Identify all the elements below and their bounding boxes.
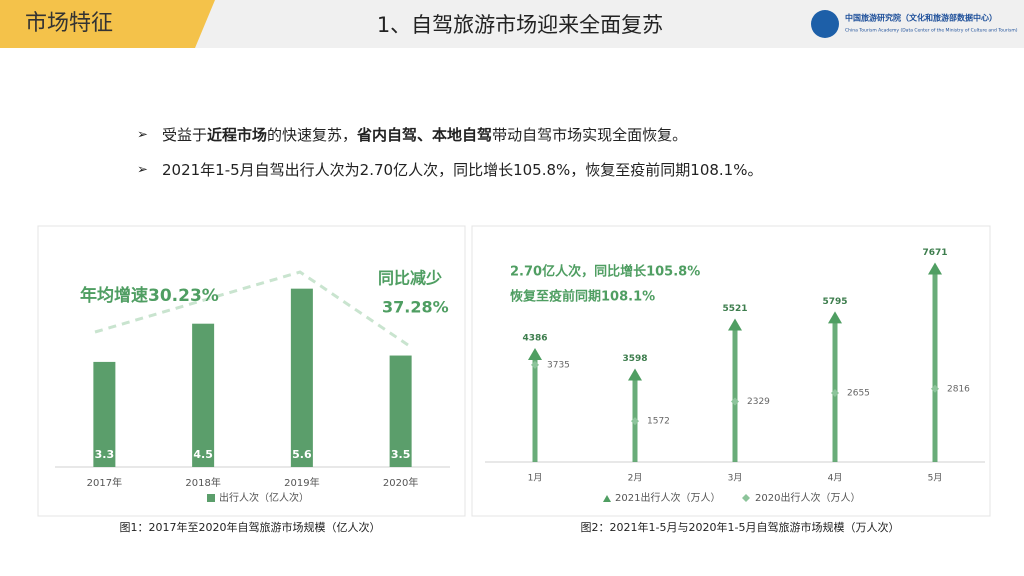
annotation: 恢复至疫前同期108.1% (510, 289, 655, 305)
caption: 图2：2021年1-5月与2020年1-5月自驾旅游市场规模（万人次） (581, 520, 900, 534)
bullet-marker: ➢ (137, 163, 148, 178)
bar (389, 355, 412, 467)
panel-2 (471, 225, 991, 517)
x-tick-label: 2018年 (185, 476, 220, 489)
value-label: 2816 (947, 384, 970, 394)
x-tick-label: 1月 (528, 473, 543, 484)
value-label: 4.5 (193, 448, 213, 461)
bullet: 受益于近程市场的快速复苏，省内自驾、本地自驾带动自驾市场实现全面恢复。 (162, 126, 687, 144)
annotation: 2.70亿人次，同比增长105.8% (510, 264, 700, 280)
x-tick-label: 2020年 (383, 476, 418, 489)
section-tab (0, 0, 215, 48)
caption: 图1：2017年至2020年自驾旅游市场规模（亿人次） (120, 520, 381, 534)
value-label: 7671 (922, 248, 947, 258)
legend-swatch (742, 494, 750, 502)
section: 市场特征 (25, 11, 113, 36)
marker (931, 384, 939, 393)
legend-swatch (603, 495, 611, 502)
value-label: 5795 (822, 297, 847, 307)
bar (290, 288, 313, 467)
title: 1、自驾旅游市场迎来全面复苏 (377, 13, 663, 37)
marker (531, 360, 539, 369)
logo-text: 中国旅游研究院（文化和旅游部数据中心） (845, 13, 997, 23)
annotation: 37.28% (382, 298, 449, 317)
value-label: 2329 (747, 397, 770, 407)
legend-label: 2020出行人次（万人） (755, 491, 860, 504)
x-tick-label: 3月 (728, 473, 743, 484)
value-label: 5521 (722, 304, 747, 314)
bullet: 2021年1-5月自驾出行人次为2.70亿人次，同比增长105.8%，恢复至疫前… (162, 161, 762, 179)
value-label: 4386 (522, 333, 547, 343)
bar (192, 323, 215, 467)
x-tick-label: 2017年 (87, 476, 122, 489)
x-tick-label: 2019年 (284, 476, 319, 489)
arrow-shaft (732, 328, 738, 462)
value-label: 2655 (847, 388, 870, 398)
arrow-head (928, 262, 942, 275)
arrow-head (628, 368, 642, 381)
value-label: 3.5 (391, 448, 411, 461)
arrow-head (828, 311, 842, 324)
x-tick-label: 5月 (928, 473, 943, 484)
trend-arrow (94, 270, 409, 347)
bullet-marker: ➢ (137, 128, 148, 143)
bullet-segment: 受益于 (162, 126, 207, 144)
x-tick-label: 4月 (828, 473, 843, 484)
logo-icon (811, 10, 839, 38)
annotation: 同比减少 (378, 269, 442, 288)
value-label: 3735 (547, 360, 570, 370)
value-label: 3598 (622, 354, 647, 364)
arrow-head (528, 347, 542, 360)
logo-en: China Tourism Academy (Data Center of th… (845, 28, 1018, 34)
value-label: 1572 (647, 417, 670, 427)
legend-label: 2021出行人次（万人） (615, 491, 720, 504)
marker (731, 397, 739, 406)
legend-label: 出行人次（亿人次） (219, 491, 309, 504)
bullet-segment: 的快速复苏， (267, 126, 357, 144)
arrow-shaft (932, 272, 938, 462)
arrow-head (728, 318, 742, 331)
x-tick-label: 2月 (628, 473, 643, 484)
legend-swatch (207, 494, 215, 502)
marker (831, 388, 839, 397)
bullet-segment: 2021年1-5月自驾出行人次为2.70亿人次，同比增长105.8%，恢复至疫前… (162, 161, 762, 179)
marker (631, 417, 639, 426)
bullet-segment: 省内自驾、本地自驾 (356, 126, 492, 144)
value-label: 3.3 (95, 448, 115, 461)
arrow-shaft (532, 357, 538, 462)
bullet-segment: 带动自驾市场实现全面恢复。 (492, 126, 687, 144)
value-label: 5.6 (292, 448, 312, 461)
bar (93, 361, 116, 467)
annotation: 年均增速30.23% (80, 285, 219, 306)
bullet-segment: 近程市场 (207, 126, 267, 144)
